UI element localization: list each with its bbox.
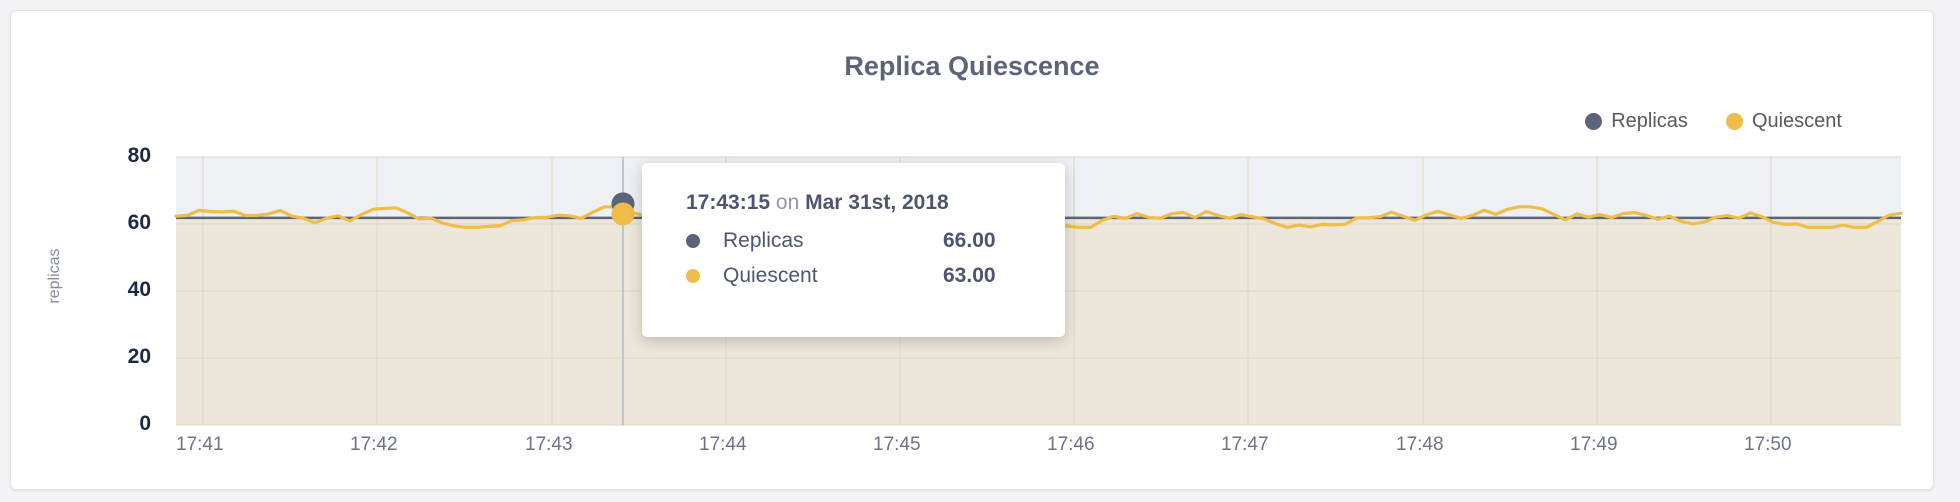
svg-text:20: 20 — [128, 345, 151, 368]
svg-text:17:47: 17:47 — [1221, 434, 1269, 455]
svg-text:17:46: 17:46 — [1047, 434, 1095, 455]
svg-text:17:48: 17:48 — [1396, 434, 1444, 455]
svg-text:17:49: 17:49 — [1570, 434, 1618, 455]
svg-text:17:50: 17:50 — [1744, 434, 1792, 455]
svg-text:17:45: 17:45 — [873, 434, 921, 455]
svg-text:80: 80 — [128, 144, 151, 167]
svg-text:17:43: 17:43 — [525, 434, 573, 455]
svg-text:60: 60 — [128, 211, 151, 234]
svg-text:17:41: 17:41 — [176, 434, 224, 455]
svg-text:40: 40 — [128, 278, 151, 301]
svg-text:17:42: 17:42 — [350, 434, 398, 455]
svg-text:0: 0 — [139, 412, 151, 435]
svg-text:17:44: 17:44 — [699, 434, 747, 455]
